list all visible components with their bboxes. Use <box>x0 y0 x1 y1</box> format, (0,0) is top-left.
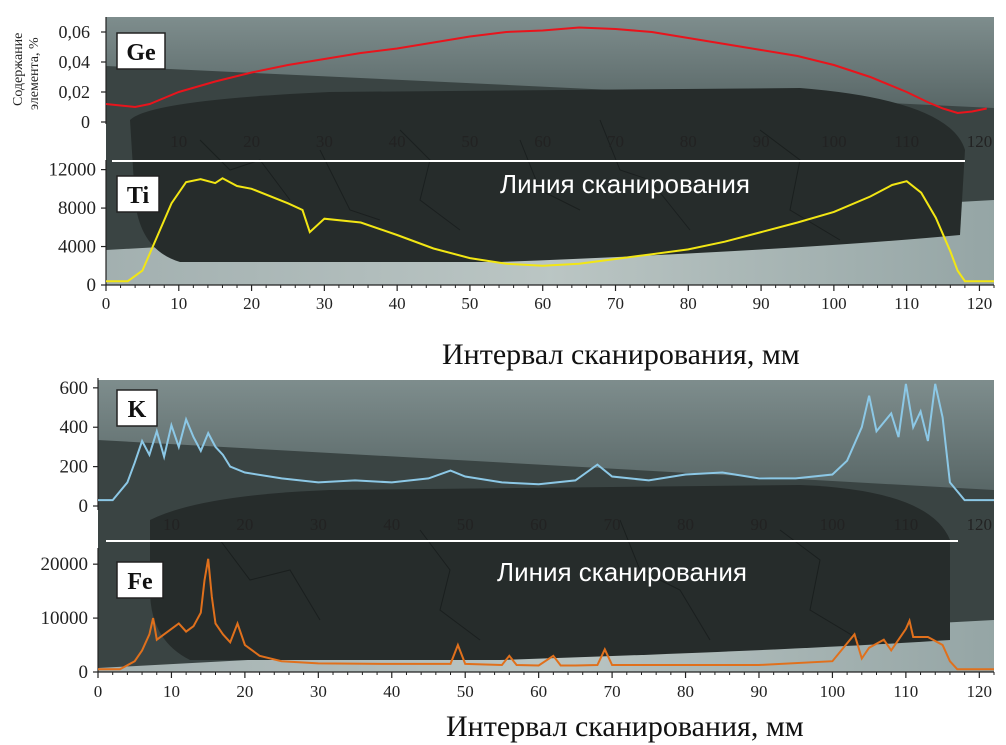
ti-label-box: Ti <box>116 175 160 213</box>
k-x-tick-label: 70 <box>604 515 621 534</box>
k-x-ticks: 10 20 30 40 50 60 70 80 90 100 110 120 <box>163 515 992 534</box>
fe-label-box: Fe <box>116 561 164 599</box>
k-x-tick-label: 30 <box>310 515 327 534</box>
ge-ylabel-line2: элемента, % <box>27 37 42 110</box>
ge-label: Ge <box>126 40 156 66</box>
fe-x-tick-label: 10 <box>163 682 180 701</box>
ge-x-tick-label: 40 <box>389 132 406 151</box>
ge-y-ticks: 0 0,02 0,04 0,06 <box>59 22 106 132</box>
ge-x-ticks: 10 20 30 40 50 60 70 80 90 100 110 120 <box>170 132 992 151</box>
k-y-tick-label: 600 <box>60 378 89 399</box>
k-y-tick-label: 400 <box>60 417 89 438</box>
ge-x-tick-label: 80 <box>680 132 697 151</box>
x-axis-title-lower: Интервал сканирования, мм <box>446 710 804 743</box>
scan-line-label-lower: Линия сканирования <box>497 557 747 587</box>
ge-ylabel-line1: Содержание <box>11 33 26 106</box>
k-x-tick-label: 60 <box>530 515 547 534</box>
k-y-ticks: 0 200 400 600 <box>60 378 98 517</box>
ge-series-line <box>105 26 987 115</box>
ge-label-box: Ge <box>116 32 166 70</box>
fe-x-tick-label: 0 <box>94 682 103 701</box>
ti-y-ticks: 0 4000 8000 12000 <box>49 160 106 296</box>
ti-x-tick-label: 70 <box>607 294 624 313</box>
ti-label: Ti <box>127 183 150 209</box>
ge-x-tick-label: 20 <box>243 132 260 151</box>
k-x-tick-label: 50 <box>457 515 474 534</box>
upper-core-photo <box>106 17 994 285</box>
fe-x-tick-label: 120 <box>967 682 993 701</box>
ti-y-tick-label: 12000 <box>49 160 97 181</box>
ge-x-tick-label: 50 <box>461 132 478 151</box>
fe-y-tick-label: 20000 <box>41 554 89 575</box>
fe-x-tick-label: 40 <box>383 682 400 701</box>
k-x-tick-label: 10 <box>163 515 180 534</box>
ti-x-tick-label: 100 <box>821 294 847 313</box>
k-x-tick-label: 110 <box>893 515 918 534</box>
fe-y-tick-label: 10000 <box>41 608 89 629</box>
ge-x-tick-label: 120 <box>967 132 993 151</box>
ti-y-tick-label: 8000 <box>58 198 96 219</box>
ti-y-tick-label: 4000 <box>58 237 96 258</box>
ti-x-tick-label: 50 <box>461 294 478 313</box>
ge-x-tick-label: 100 <box>821 132 847 151</box>
ge-x-tick-label: 90 <box>753 132 770 151</box>
fe-x-ticks: 0 10 20 30 40 50 60 70 80 90 100 110 120 <box>94 672 995 701</box>
ti-x-tick-label: 90 <box>753 294 770 313</box>
fe-x-tick-label: 100 <box>820 682 846 701</box>
ge-x-tick-label: 110 <box>894 132 919 151</box>
ti-y-tick-label: 0 <box>87 275 97 296</box>
fe-x-tick-label: 50 <box>457 682 474 701</box>
ge-y-tick-label: 0,02 <box>59 82 91 102</box>
k-y-tick-label: 0 <box>79 496 89 517</box>
ge-x-tick-label: 10 <box>170 132 187 151</box>
ge-x-tick-label: 70 <box>607 132 624 151</box>
ti-x-tick-label: 40 <box>389 294 406 313</box>
ge-y-tick-label: 0 <box>81 112 90 132</box>
ti-x-tick-label: 80 <box>680 294 697 313</box>
fe-x-tick-label: 110 <box>893 682 918 701</box>
k-series-line <box>98 383 994 502</box>
k-label: K <box>128 397 147 423</box>
x-axis-title-upper: Интервал сканирования, мм <box>442 338 800 371</box>
ti-x-tick-label: 60 <box>534 294 551 313</box>
fe-x-tick-label: 70 <box>604 682 621 701</box>
fe-y-ticks: 0 10000 20000 <box>41 554 98 683</box>
ge-y-tick-label: 0,04 <box>59 52 91 72</box>
fe-x-tick-label: 80 <box>677 682 694 701</box>
ti-x-ticks: 0 10 20 30 40 50 60 70 80 90 100 110 120 <box>102 285 995 313</box>
fe-x-tick-label: 20 <box>236 682 253 701</box>
k-x-tick-label: 20 <box>236 515 253 534</box>
k-x-tick-label: 80 <box>677 515 694 534</box>
k-x-tick-label: 40 <box>383 515 400 534</box>
fe-label: Fe <box>127 569 153 595</box>
ti-x-tick-label: 120 <box>967 294 993 313</box>
fe-x-tick-label: 30 <box>310 682 327 701</box>
fe-x-tick-label: 90 <box>750 682 767 701</box>
ti-x-tick-label: 20 <box>243 294 260 313</box>
ti-x-tick-label: 10 <box>170 294 187 313</box>
ge-x-tick-label: 30 <box>316 132 333 151</box>
lower-core-photo <box>98 380 994 672</box>
k-y-tick-label: 200 <box>60 457 89 478</box>
ti-series-line <box>106 177 994 283</box>
ge-x-tick-label: 60 <box>534 132 551 151</box>
ge-y-tick-label: 0,06 <box>59 22 91 42</box>
ti-x-tick-label: 0 <box>102 294 111 313</box>
ti-x-tick-label: 110 <box>894 294 919 313</box>
fe-y-tick-label: 0 <box>79 662 89 683</box>
k-x-tick-label: 120 <box>967 515 993 534</box>
fe-x-tick-label: 60 <box>530 682 547 701</box>
k-x-tick-label: 100 <box>820 515 846 534</box>
k-label-box: K <box>116 389 158 427</box>
k-x-tick-label: 90 <box>750 515 767 534</box>
fe-series-line <box>98 558 994 671</box>
scan-line-label-upper: Линия сканирования <box>500 169 750 199</box>
ti-x-tick-label: 30 <box>316 294 333 313</box>
